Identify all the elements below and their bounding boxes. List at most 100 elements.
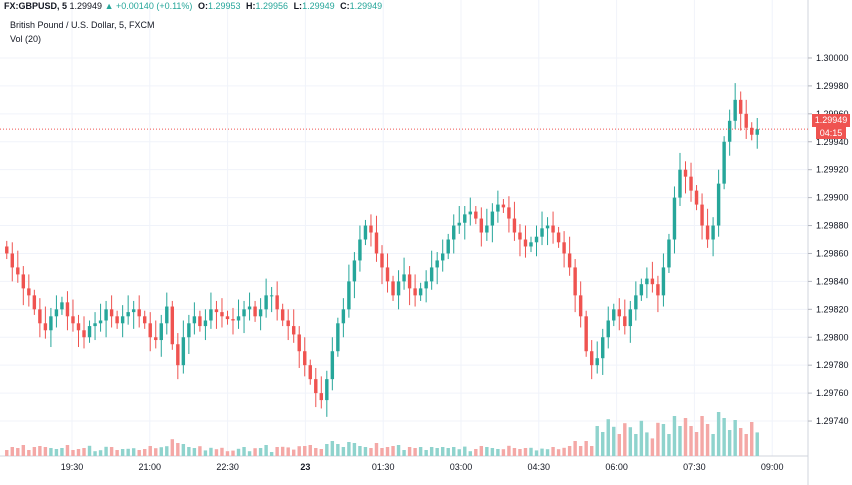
open-label: O: [197, 1, 208, 11]
candle-body [711, 225, 715, 240]
volume-bar [374, 443, 379, 456]
volume-bar [82, 448, 86, 456]
volume-bar [352, 443, 357, 456]
candle-body [584, 316, 588, 352]
volume-bar [750, 422, 754, 456]
candle-body [154, 337, 158, 341]
volume-bar [722, 418, 726, 456]
candle-body [247, 306, 252, 310]
candle-body [87, 326, 92, 338]
volume-bar [297, 446, 301, 456]
candle-body [374, 232, 379, 254]
x-tick-label: 21:00 [139, 462, 162, 472]
candle-body [744, 113, 748, 128]
volume-bar [490, 448, 495, 456]
candle-body [60, 302, 64, 310]
high-value: 1.29956 [255, 1, 289, 11]
y-tick-label: 1.29800 [816, 332, 849, 342]
volume-bar [214, 449, 219, 456]
volume-bar [43, 447, 48, 456]
volume-bar [727, 430, 732, 456]
candle-body [314, 379, 318, 394]
volume-bar [705, 424, 710, 456]
candle-body [507, 207, 511, 219]
y-tick-label: 1.29920 [816, 165, 849, 175]
candle-body [297, 334, 301, 352]
up-arrow-icon: ▲ [104, 1, 114, 11]
candle-body [413, 288, 417, 296]
candle-body [446, 239, 450, 254]
candle-body [258, 309, 263, 317]
symbol-name[interactable]: FX:GBPUSD, 5 [4, 1, 68, 11]
close-value: 1.29949 [349, 1, 383, 11]
volume-bar [363, 447, 368, 456]
volume-bar [187, 447, 191, 456]
volume-bar [231, 450, 235, 456]
candle-body [27, 288, 31, 296]
volume-bar [639, 420, 644, 456]
candle-body [325, 379, 329, 401]
volume-bar [159, 447, 163, 456]
volume-bar [148, 446, 152, 456]
volume-bar [49, 448, 53, 456]
volume-bar [567, 446, 572, 456]
candle-body [656, 284, 660, 296]
candle-body [291, 326, 296, 335]
candle-body [722, 141, 726, 184]
volume-bar [154, 448, 158, 456]
volume-bar [700, 416, 704, 456]
candle-body [645, 278, 649, 285]
volume-bar [369, 448, 373, 456]
candle-body [562, 242, 566, 254]
x-tick-label: 06:00 [605, 462, 628, 472]
candle-body [253, 306, 257, 317]
candle-body [76, 323, 81, 331]
candle-body [358, 239, 362, 261]
y-tick-label: 1.29880 [816, 221, 849, 231]
candle-body [5, 246, 9, 254]
candle-body [672, 197, 677, 240]
y-tick-label: 1.29760 [816, 388, 849, 398]
x-tick-label: 22:30 [216, 462, 239, 472]
candle-body [242, 309, 246, 317]
volume-bar [661, 424, 666, 456]
volume-bar [507, 445, 511, 456]
volume-bar [115, 450, 119, 456]
volume-bar [716, 412, 721, 456]
volume-bar [247, 451, 252, 456]
volume-bar [578, 446, 583, 456]
candle-body [595, 358, 599, 366]
volume-bar [280, 446, 285, 456]
x-tick-label: 03:00 [450, 462, 473, 472]
candle-body [10, 253, 14, 268]
candle-body [407, 274, 412, 289]
volume-bar [60, 448, 64, 456]
candle-body [501, 204, 506, 208]
candle-body [733, 99, 737, 121]
candle-body [192, 316, 197, 324]
volume-bar [656, 422, 660, 456]
volume-bar [694, 432, 699, 456]
y-tick-label: 1.29900 [816, 193, 849, 203]
volume-bar [27, 450, 31, 456]
volume-bar [606, 419, 610, 456]
volume-bar [452, 447, 456, 456]
candle-body [126, 312, 130, 317]
candle-body [705, 225, 710, 240]
volume-bar [104, 446, 108, 456]
candle-body [32, 295, 37, 310]
candle-body [750, 127, 754, 135]
candle-body [115, 316, 119, 324]
candle-body [617, 309, 621, 317]
volume-bar [380, 448, 384, 456]
time-axis: 19:30 21:00 22:30 23 01:30 03:00 04:30 06:00 07:… [61, 462, 784, 472]
volume-bar [463, 446, 467, 456]
candle-body [578, 295, 583, 317]
volume-bar [258, 448, 263, 456]
volume-bar [738, 428, 743, 456]
y-tick-label: 1.29820 [816, 304, 849, 314]
volume-bar [645, 432, 649, 456]
volume-indicator-label[interactable]: Vol (20) [10, 34, 42, 44]
volume-bar [623, 423, 627, 456]
